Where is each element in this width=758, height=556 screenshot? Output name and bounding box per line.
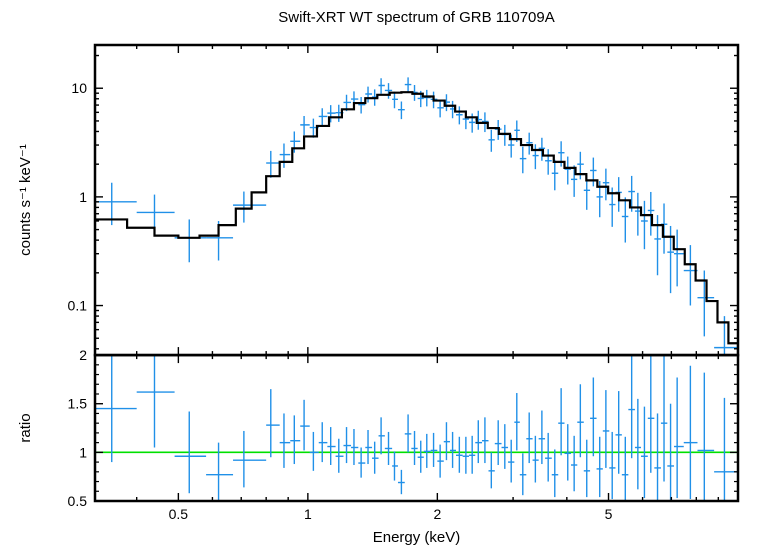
y-axis-label-bottom: ratio	[17, 413, 34, 442]
svg-text:10: 10	[71, 80, 87, 96]
spectrum-figure: 0.5 1 2 5 0.1 1 10 0.5 1 1.5 2 Swift-XRT WT spectru…	[0, 0, 758, 556]
svg-text:0.5: 0.5	[169, 506, 189, 522]
svg-text:1.5: 1.5	[68, 396, 88, 412]
svg-text:2: 2	[433, 506, 441, 522]
svg-text:0.5: 0.5	[68, 493, 88, 509]
svg-text:5: 5	[605, 506, 613, 522]
chart-title: Swift-XRT WT spectrum of GRB 110709A	[278, 9, 555, 26]
x-axis-label: Energy (keV)	[373, 529, 461, 546]
svg-text:1: 1	[79, 444, 87, 460]
y-axis-label-top: counts s⁻¹ keV⁻¹	[17, 144, 34, 256]
svg-text:0.1: 0.1	[68, 298, 88, 314]
svg-text:2: 2	[79, 347, 87, 363]
chart-svg: 0.5 1 2 5 0.1 1 10 0.5 1 1.5 2 Swift-XRT WT spectru…	[0, 0, 758, 556]
svg-text:1: 1	[304, 506, 312, 522]
svg-text:1: 1	[79, 189, 87, 205]
